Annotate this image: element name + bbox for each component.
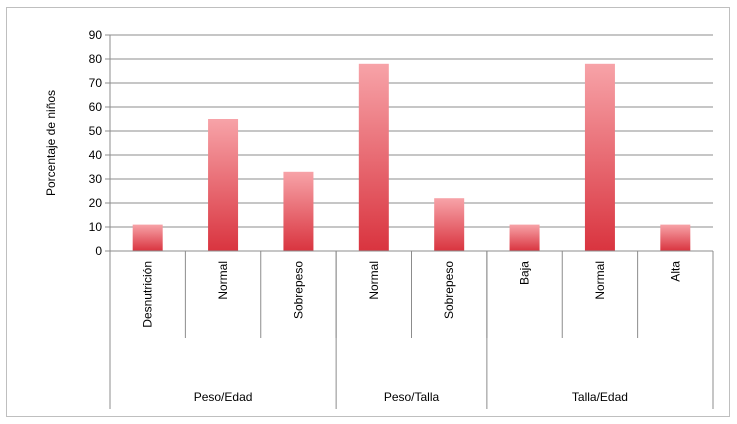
- y-tick-label: 90: [89, 28, 103, 42]
- category-label: Sobrepeso: [291, 261, 305, 319]
- category-label: Desnutrición: [141, 261, 155, 328]
- y-axis-label: Porcentaje de niños: [44, 90, 58, 196]
- y-tick-label: 70: [89, 76, 103, 90]
- category-label: Normal: [367, 261, 381, 300]
- y-tick-label: 50: [89, 124, 103, 138]
- category-label: Alta: [668, 261, 682, 282]
- bar: [208, 119, 239, 251]
- y-tick-label: 30: [89, 172, 103, 186]
- category-label: Normal: [593, 261, 607, 300]
- bar: [283, 171, 314, 251]
- y-tick-label: 40: [89, 148, 103, 162]
- bar: [660, 224, 691, 251]
- category-label: Sobrepeso: [442, 261, 456, 319]
- y-tick-label: 20: [89, 196, 103, 210]
- group-label: Peso/Edad: [194, 390, 253, 404]
- y-tick-label: 10: [89, 220, 103, 234]
- group-label: Peso/Talla: [384, 390, 440, 404]
- bar: [358, 63, 389, 251]
- group-label: Talla/Edad: [572, 390, 628, 404]
- bar: [584, 63, 615, 251]
- category-label: Normal: [216, 261, 230, 300]
- y-tick-label: 0: [95, 244, 102, 258]
- bar: [434, 198, 465, 251]
- bar: [132, 224, 163, 251]
- y-tick-label: 80: [89, 52, 103, 66]
- y-tick-label: 60: [89, 100, 103, 114]
- category-label: Baja: [518, 261, 532, 285]
- bar: [509, 224, 540, 251]
